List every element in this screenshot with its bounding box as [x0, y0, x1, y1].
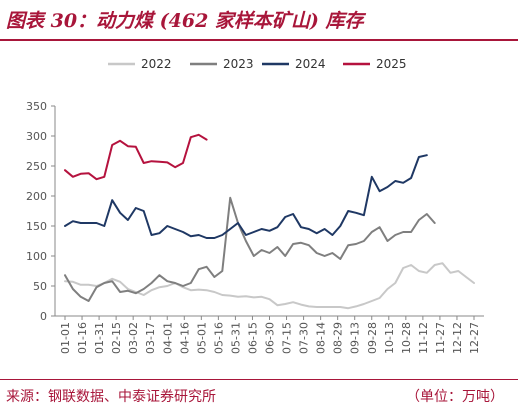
source-note: 来源：钢联数据、中泰证券研究所	[6, 389, 216, 405]
x-tick-label: 01-16	[76, 322, 89, 354]
x-tick-label: 06-30	[264, 322, 277, 354]
chart-title: 图表 30：动力煤 (462 家样本矿山) 库存	[6, 10, 364, 32]
series-line-2025	[64, 133, 208, 181]
y-tick-label: 0	[40, 310, 47, 323]
x-tick-label: 10-28	[400, 322, 413, 354]
series-line-2022	[64, 262, 475, 310]
unit-note: （单位：万吨）	[406, 389, 504, 405]
y-tick-label: 100	[26, 250, 47, 263]
x-tick-label: 05-16	[212, 322, 225, 354]
series-line-2023	[64, 196, 436, 302]
line-chart: 0 50 100 150 200 250 300 350 01-01 01-16 01-31 02-1…	[26, 57, 484, 354]
y-tick-label: 200	[26, 190, 47, 203]
y-tick-label: 50	[33, 280, 47, 293]
x-tick-label: 06-15	[246, 322, 259, 354]
legend-label-2025: 2025	[376, 57, 407, 71]
title-divider	[0, 39, 518, 41]
legend-label-2022: 2022	[141, 57, 172, 71]
x-tick-label: 05-01	[195, 322, 208, 354]
y-tick-label: 150	[26, 220, 47, 233]
x-tick-label: 08-29	[332, 322, 345, 354]
x-tick-label: 09-13	[349, 322, 362, 354]
x-tick-label: 08-14	[315, 322, 328, 354]
x-tick-label: 02-15	[110, 322, 123, 354]
x-tick-label: 03-17	[144, 322, 157, 354]
legend-label-2023: 2023	[223, 57, 254, 71]
x-tick-label: 01-01	[59, 322, 72, 354]
legend-label-2024: 2024	[295, 57, 326, 71]
x-tick-label: 12-27	[468, 322, 481, 354]
y-tick-label: 350	[26, 100, 47, 113]
x-tick-label: 07-30	[298, 322, 311, 354]
x-tick-label: 01-31	[93, 322, 106, 354]
x-tick-label: 10-13	[383, 322, 396, 354]
x-tick-label: 04-16	[178, 322, 191, 354]
x-tick-label: 04-01	[161, 322, 174, 354]
x-tick-label: 09-28	[366, 322, 379, 354]
x-tick-label: 07-15	[281, 322, 294, 354]
y-tick-label: 300	[26, 130, 47, 143]
series-line-2024	[64, 154, 428, 239]
x-tick-label: 12-12	[451, 322, 464, 354]
x-tick-label: 03-02	[127, 322, 140, 354]
x-tick-label: 05-31	[229, 322, 242, 354]
footer-divider	[0, 379, 518, 380]
x-tick-label: 11-12	[417, 322, 430, 354]
y-tick-label: 250	[26, 160, 47, 173]
x-tick-label: 11-27	[434, 322, 447, 354]
